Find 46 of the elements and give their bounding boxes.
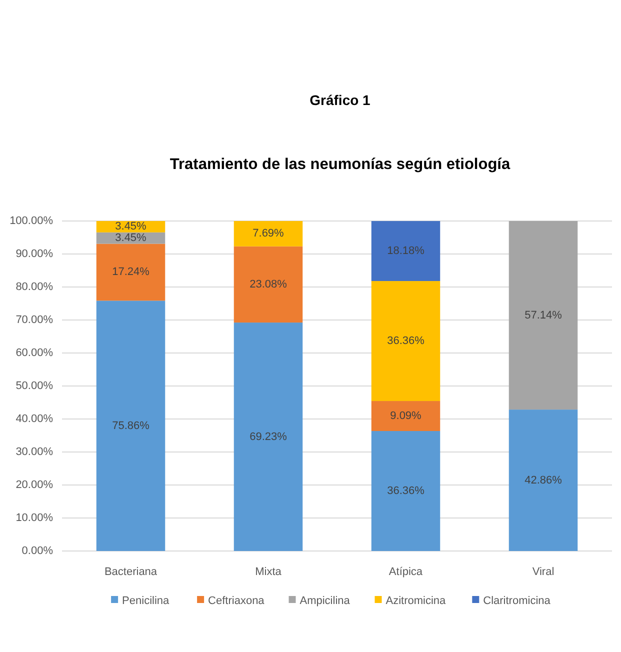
bar bbox=[371, 401, 440, 432]
data-label: 57.14% bbox=[524, 309, 562, 322]
data-label: 9.09% bbox=[390, 410, 422, 422]
y-tick-label: 90.00% bbox=[16, 248, 54, 260]
x-tick-label: Atípica bbox=[388, 566, 424, 578]
data-label: 36.36% bbox=[387, 335, 425, 348]
bar bbox=[508, 410, 578, 551]
data-label: 18.18% bbox=[387, 245, 425, 258]
x-tick-label: Bacteriana bbox=[104, 566, 158, 578]
data-label: 75.86% bbox=[112, 420, 150, 432]
y-tick-label: 80.00% bbox=[16, 281, 54, 293]
bar bbox=[96, 300, 166, 551]
bar bbox=[371, 431, 440, 551]
data-label: 7.69% bbox=[252, 228, 284, 240]
bar bbox=[371, 221, 440, 282]
bar bbox=[234, 322, 303, 551]
data-label: 3.45% bbox=[115, 232, 147, 244]
bar bbox=[234, 246, 303, 323]
bar bbox=[371, 281, 440, 402]
y-tick-label: 50.00% bbox=[16, 380, 54, 392]
y-tick-label: 20.00% bbox=[16, 479, 54, 491]
bar bbox=[508, 221, 578, 410]
y-tick-label: 0.00% bbox=[22, 545, 54, 557]
legend-label: Ampicilina bbox=[300, 595, 351, 607]
data-label: 36.36% bbox=[387, 485, 425, 498]
data-label: 23.08% bbox=[250, 278, 288, 290]
y-tick-label: 60.00% bbox=[16, 347, 54, 359]
legend-label: Ceftriaxona bbox=[208, 595, 266, 607]
y-tick-label: 70.00% bbox=[16, 314, 54, 326]
bar bbox=[96, 244, 166, 301]
data-label: 3.45% bbox=[115, 220, 147, 233]
y-tick-label: 10.00% bbox=[16, 512, 54, 524]
chart-title: Gráfico 1 bbox=[310, 92, 371, 108]
data-label: 42.86% bbox=[524, 474, 562, 486]
data-label: 69.23% bbox=[250, 430, 288, 443]
data-label: 17.24% bbox=[112, 266, 150, 278]
y-tick-label: 100.00% bbox=[10, 215, 54, 227]
x-tick-label: Viral bbox=[532, 566, 554, 578]
y-tick-label: 40.00% bbox=[16, 413, 54, 425]
y-tick-label: 30.00% bbox=[16, 446, 54, 458]
x-tick-label: Mixta bbox=[255, 566, 282, 578]
legend-label: Azitromicina bbox=[386, 595, 447, 607]
bar bbox=[234, 221, 303, 246]
legend-label: Penicilina bbox=[122, 595, 170, 607]
chart-subtitle: Tratamiento de las neumonías según etiología bbox=[170, 156, 510, 173]
legend-label: Claritromicina bbox=[483, 595, 552, 607]
